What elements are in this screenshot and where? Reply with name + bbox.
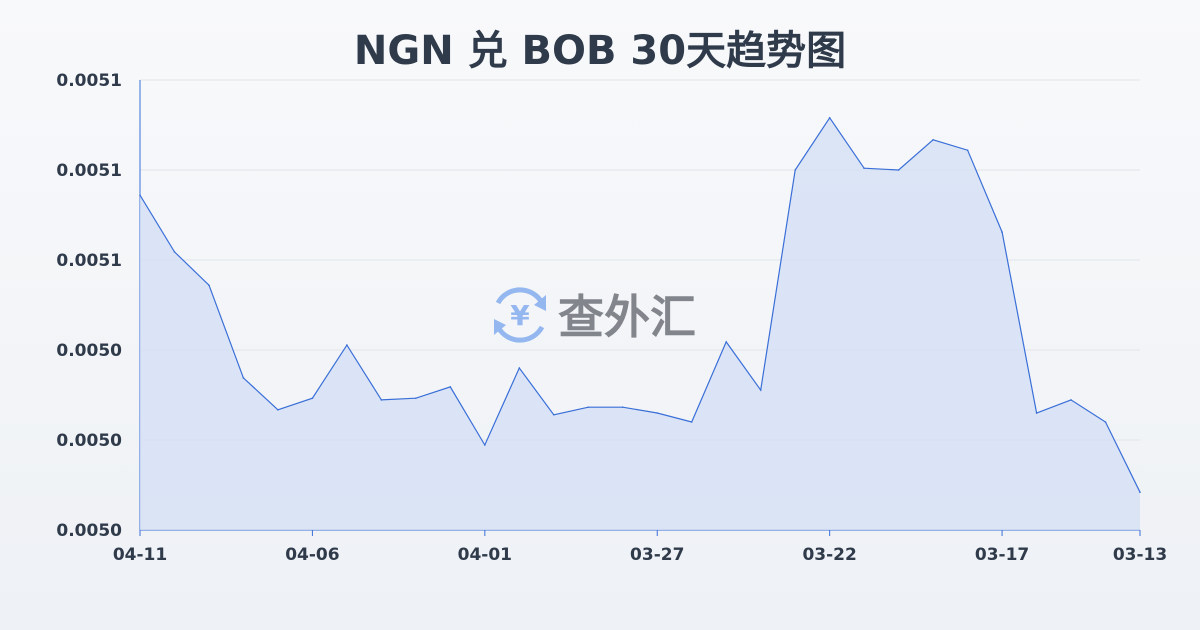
data-point (1001, 231, 1003, 233)
data-point (587, 406, 590, 408)
x-tick-label: 04-06 (285, 545, 339, 565)
data-point (725, 341, 728, 343)
data-point (380, 399, 383, 401)
x-tick-label: 04-01 (458, 545, 512, 565)
data-point (1104, 421, 1107, 423)
data-point (690, 421, 693, 423)
data-point (1035, 412, 1038, 414)
data-point (552, 414, 555, 416)
data-point (484, 444, 486, 446)
y-tick-label: 0.0050 (56, 341, 122, 361)
data-point (277, 409, 279, 411)
data-point (208, 284, 210, 287)
data-point (1070, 399, 1072, 401)
data-point (794, 169, 796, 171)
data-point (173, 251, 176, 253)
series-line (139, 116, 1141, 493)
series-area (140, 117, 1140, 531)
y-tick-label: 0.0050 (56, 521, 122, 541)
y-tick-label: 0.0051 (56, 71, 122, 91)
data-point (897, 169, 900, 171)
x-tick-label: 03-13 (1113, 545, 1167, 565)
svg-text:¥: ¥ (510, 299, 530, 332)
data-point (518, 367, 521, 369)
data-point (759, 389, 762, 391)
data-point (656, 412, 659, 414)
data-point (242, 377, 245, 379)
x-tick-label: 03-22 (802, 545, 856, 565)
data-point (966, 149, 969, 151)
data-point (863, 167, 865, 169)
chart-title: NGN 兑 BOB 30天趋势图 (353, 28, 847, 74)
data-point (932, 139, 934, 141)
watermark-text: 查外汇 (558, 290, 696, 344)
x-tick-label: 03-27 (630, 545, 684, 565)
data-point (1139, 491, 1141, 494)
data-point (139, 194, 141, 196)
y-tick-label: 0.0050 (56, 431, 122, 451)
yen-exchange-icon: ¥ (494, 287, 546, 343)
data-point (346, 344, 348, 346)
data-point (449, 386, 452, 388)
x-tick-label: 03-17 (975, 545, 1029, 565)
x-tick-label: 04-11 (113, 545, 167, 565)
y-tick-label: 0.0051 (56, 251, 122, 271)
watermark: ¥ 查外汇 (494, 287, 696, 344)
data-point (621, 406, 624, 408)
data-point (828, 117, 831, 119)
data-point (311, 397, 314, 399)
data-point (415, 397, 417, 399)
y-tick-label: 0.0051 (56, 161, 122, 181)
